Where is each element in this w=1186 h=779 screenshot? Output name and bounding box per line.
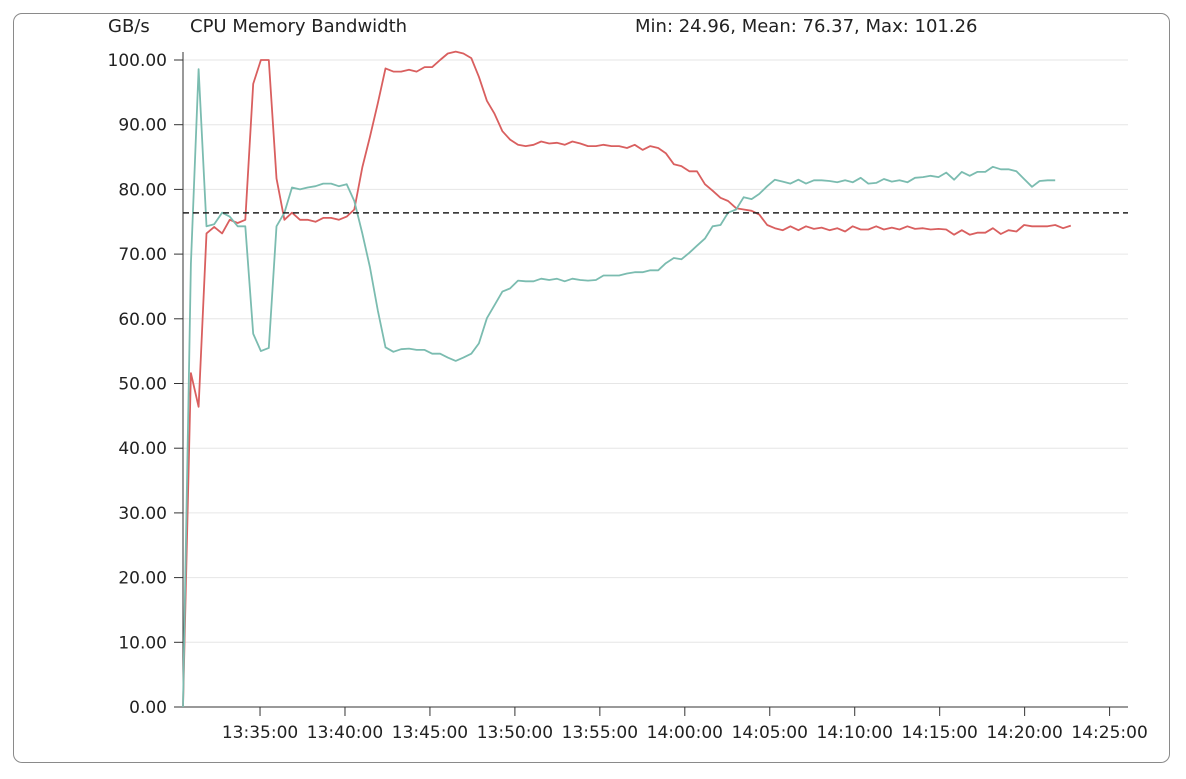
series-lines xyxy=(182,50,1072,708)
chart-panel xyxy=(13,13,1170,763)
y-tick-label: 30.00 xyxy=(118,504,167,524)
x-axis: 13:35:00 13:40:00 13:45:00 13:50:00 13:55:00… xyxy=(183,706,1148,743)
stats-summary: Min: 24.96, Mean: 76.37, Max: 101.26 xyxy=(635,16,978,37)
grid-lines xyxy=(183,59,1128,643)
y-tick-label: 40.00 xyxy=(118,439,167,459)
y-tick-label: 10.00 xyxy=(118,633,167,653)
x-tick-label: 14:15:00 xyxy=(901,723,977,743)
x-tick-label: 13:35:00 xyxy=(222,723,298,743)
y-tick-label: 80.00 xyxy=(118,180,167,200)
x-tick-label: 13:55:00 xyxy=(562,723,638,743)
series-line-1 xyxy=(182,50,1072,708)
y-tick-label: 100.00 xyxy=(108,51,167,71)
x-tick-label: 14:20:00 xyxy=(986,723,1062,743)
y-tick-label: 90.00 xyxy=(118,116,167,136)
x-tick-label: 13:40:00 xyxy=(307,723,383,743)
x-tick-label: 14:00:00 xyxy=(647,723,723,743)
y-axis: 0.00 10.00 20.00 30.00 40.00 50.00 60.00 70.00 8… xyxy=(108,51,184,718)
y-tick-label: 50.00 xyxy=(118,375,167,395)
y-tick-label: 70.00 xyxy=(118,245,167,265)
y-tick-label: 20.00 xyxy=(118,569,167,589)
series-line-2 xyxy=(182,68,1056,708)
x-tick-label: 14:25:00 xyxy=(1071,723,1147,743)
chart-title: CPU Memory Bandwidth xyxy=(190,16,408,37)
x-tick-label: 13:45:00 xyxy=(392,723,468,743)
x-tick-label: 13:50:00 xyxy=(477,723,553,743)
x-tick-label: 14:10:00 xyxy=(817,723,893,743)
y-tick-label: 0.00 xyxy=(129,698,167,718)
y-tick-label: 60.00 xyxy=(118,310,167,330)
y-unit-label: GB/s xyxy=(108,16,150,37)
x-tick-label: 14:05:00 xyxy=(732,723,808,743)
